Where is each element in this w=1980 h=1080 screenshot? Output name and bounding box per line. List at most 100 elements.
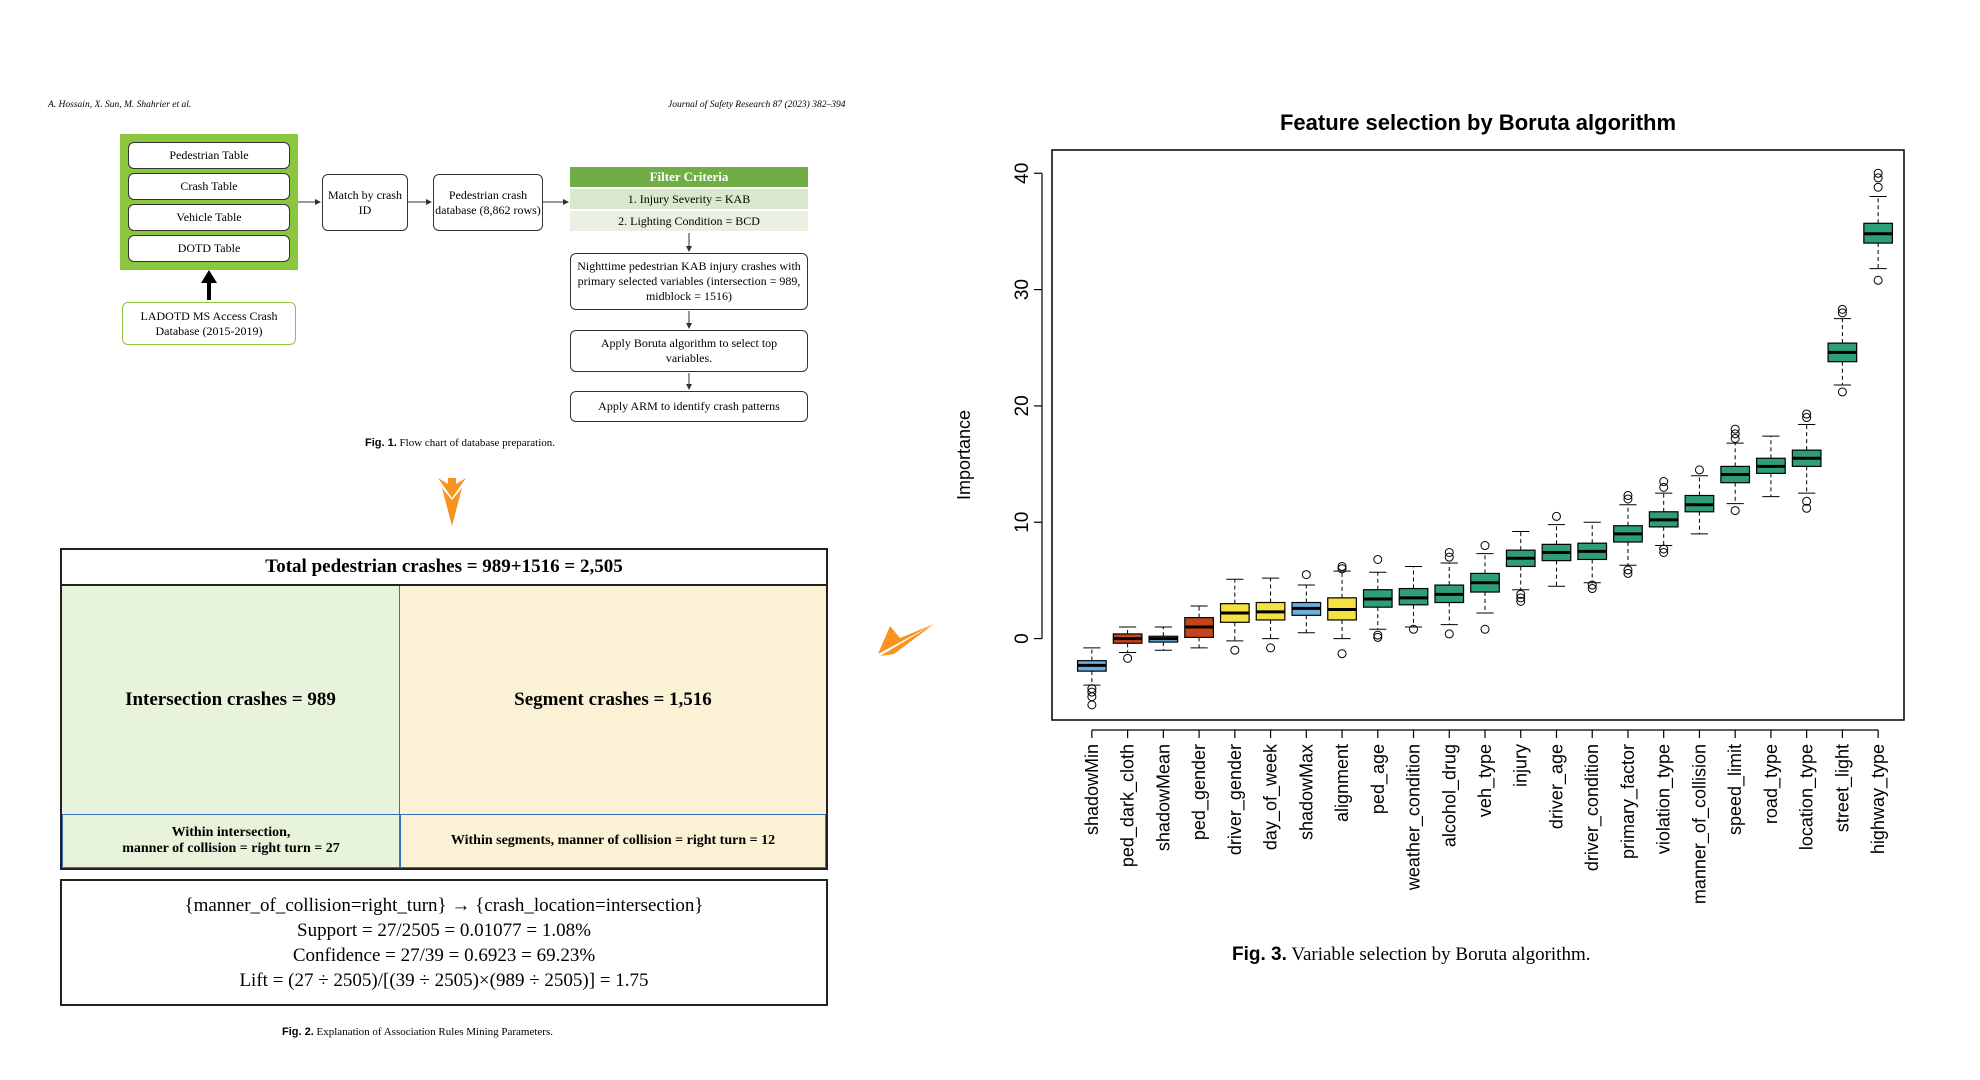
fig2-caption-text: Explanation of Association Rules Mining … bbox=[316, 1026, 553, 1038]
filter-title: Filter Criteria bbox=[570, 167, 808, 187]
fig2-intersection: Intersection crashes = 989 bbox=[62, 586, 400, 814]
x-tick-label: highway_type bbox=[1868, 744, 1889, 854]
fig2-support: Support = 27/2505 = 0.01077 = 1.08% bbox=[297, 919, 591, 941]
y-tick-label: 30 bbox=[1012, 279, 1033, 300]
outlier-point bbox=[1873, 182, 1883, 192]
filter-injury: 1. Injury Severity = KAB bbox=[570, 189, 808, 209]
outlier-point bbox=[1802, 413, 1812, 423]
x-tick-label: ped_dark_cloth bbox=[1118, 744, 1139, 867]
x-tick-label: location_type bbox=[1797, 744, 1818, 850]
outlier-point bbox=[1623, 494, 1633, 504]
boruta-boxplot: Feature selection by Boruta algorithm 0 10… bbox=[954, 110, 1905, 904]
outlier-point bbox=[1444, 552, 1454, 562]
ped-db-box: Pedestrian crash database (8,862 rows) bbox=[433, 174, 543, 231]
filter-criteria: Filter Criteria 1. Injury Severity = KAB… bbox=[570, 167, 808, 231]
outlier-point bbox=[1516, 593, 1526, 603]
fig2-rule: {manner_of_collision=right_turn} → {cras… bbox=[184, 894, 704, 916]
outlier-point bbox=[1301, 570, 1311, 580]
fig2-caption-label: Fig. 2. bbox=[282, 1026, 314, 1038]
outlier-point bbox=[1837, 387, 1847, 397]
x-tick-label: driver_condition bbox=[1582, 744, 1603, 871]
y-tick-label: 40 bbox=[1012, 163, 1033, 184]
fig1-caption: Fig. 1. Flow chart of database preparati… bbox=[365, 437, 555, 449]
fig1-caption-text: Flow chart of database preparation. bbox=[399, 437, 555, 449]
outlier-point bbox=[1730, 424, 1740, 434]
outlier-point bbox=[1444, 629, 1454, 639]
outlier-point bbox=[1266, 643, 1276, 653]
filter-lighting: 2. Lighting Condition = BCD bbox=[570, 211, 808, 231]
outlier-point bbox=[1087, 692, 1097, 702]
arrow-source-head bbox=[201, 270, 217, 283]
orange-arrow-right bbox=[878, 624, 934, 656]
y-axis-label: Importance bbox=[954, 410, 974, 500]
arm-box: Apply ARM to identify crash patterns bbox=[570, 391, 808, 422]
x-tick-label: street_light bbox=[1832, 744, 1853, 832]
outlier-point bbox=[1802, 409, 1812, 419]
nighttime-box: Nighttime pedestrian KAB injury crashes … bbox=[570, 253, 808, 310]
plot-frame bbox=[1051, 149, 1905, 721]
x-tick-label: veh_type bbox=[1475, 744, 1496, 817]
x-tick-label: speed_limit bbox=[1725, 744, 1746, 835]
fig2-caption: Fig. 2. Explanation of Association Rules… bbox=[282, 1026, 553, 1038]
outlier-point bbox=[1730, 433, 1740, 443]
x-tick-label: ped_age bbox=[1368, 744, 1389, 814]
outlier-point bbox=[1230, 645, 1240, 655]
fig2-within-int-line2: manner of collision = right turn = 27 bbox=[122, 841, 340, 856]
outlier-point bbox=[1337, 649, 1347, 659]
outlier-point bbox=[1373, 554, 1383, 564]
fig3-caption-label: Fig. 3. bbox=[1232, 944, 1287, 965]
fig2-grid: Intersection crashes = 989 Segment crash… bbox=[60, 584, 828, 870]
outlier-point bbox=[1802, 496, 1812, 506]
header-authors: A. Hossain, X. Sun, M. Shahrier et al. bbox=[48, 100, 192, 110]
x-tick-label: primary_factor bbox=[1618, 744, 1639, 859]
x-tick-label: driver_gender bbox=[1225, 744, 1246, 855]
outlier-point bbox=[1551, 511, 1561, 521]
outlier-point bbox=[1623, 565, 1633, 575]
y-tick-label: 10 bbox=[1012, 512, 1033, 533]
vehicle-table-box: Vehicle Table bbox=[128, 204, 290, 231]
outlier-point bbox=[1623, 568, 1633, 578]
outlier-point bbox=[1516, 596, 1526, 606]
fig3-caption-text: Variable selection by Boruta algorithm. bbox=[1291, 944, 1591, 965]
crash-table-box: Crash Table bbox=[128, 173, 290, 200]
outlier-point bbox=[1123, 653, 1133, 663]
fig2-within-int-line1: Within intersection, bbox=[171, 825, 291, 840]
outlier-point bbox=[1087, 700, 1097, 710]
outlier-point bbox=[1444, 547, 1454, 557]
outlier-point bbox=[1587, 580, 1597, 590]
outlier-point bbox=[1480, 541, 1490, 551]
outlier-point bbox=[1087, 687, 1097, 697]
fig2-confidence: Confidence = 27/39 = 0.6923 = 69.23% bbox=[292, 944, 596, 966]
outlier-point bbox=[1373, 630, 1383, 640]
chart-title: Feature selection by Boruta algorithm bbox=[1280, 110, 1676, 135]
outlier-point bbox=[1337, 564, 1347, 574]
x-tick-label: day_of_week bbox=[1261, 743, 1282, 850]
outlier-point bbox=[1694, 465, 1704, 475]
x-tick-label: driver_age bbox=[1546, 744, 1567, 829]
fig3-caption: Fig. 3. Variable selection by Boruta alg… bbox=[1232, 944, 1591, 966]
x-tick-label: violation_type bbox=[1654, 744, 1675, 854]
x-tick-label: manner_of_collision bbox=[1689, 744, 1710, 904]
source-database-box: LADOTD MS Access Crash Database (2015-20… bbox=[122, 302, 296, 345]
fig1-connectors bbox=[201, 199, 692, 390]
boruta-box: Apply Boruta algorithm to select top var… bbox=[570, 330, 808, 372]
outlier-point bbox=[1587, 584, 1597, 594]
fig2-segment: Segment crashes = 1,516 bbox=[400, 586, 826, 814]
outlier-point bbox=[1337, 561, 1347, 571]
fig2-within-segment: Within segments, manner of collision = r… bbox=[400, 814, 826, 868]
x-tick-label: ped_gender bbox=[1189, 744, 1210, 840]
y-tick-label: 0 bbox=[1012, 633, 1033, 644]
outlier-point bbox=[1480, 624, 1490, 634]
outlier-point bbox=[1516, 589, 1526, 599]
outlier-point bbox=[1730, 506, 1740, 516]
x-tick-label: shadowMin bbox=[1082, 744, 1102, 835]
fig2-lift: Lift = (27 ÷ 2505)/[(39 ÷ 2505)×(989 ÷ 2… bbox=[239, 969, 649, 991]
x-tick-label: shadowMean bbox=[1153, 744, 1173, 851]
fig2-total: Total pedestrian crashes = 989+1516 = 2,… bbox=[265, 556, 623, 577]
y-tick-label: 20 bbox=[1012, 395, 1033, 416]
pedestrian-table-box: Pedestrian Table bbox=[128, 142, 290, 169]
outlier-point bbox=[1659, 547, 1669, 557]
fig3-chart: Feature selection by Boruta algorithm 0 10… bbox=[940, 100, 1940, 960]
fig2-arm-box: {manner_of_collision=right_turn} → {cras… bbox=[60, 879, 828, 1006]
outlier-point bbox=[1659, 482, 1669, 492]
